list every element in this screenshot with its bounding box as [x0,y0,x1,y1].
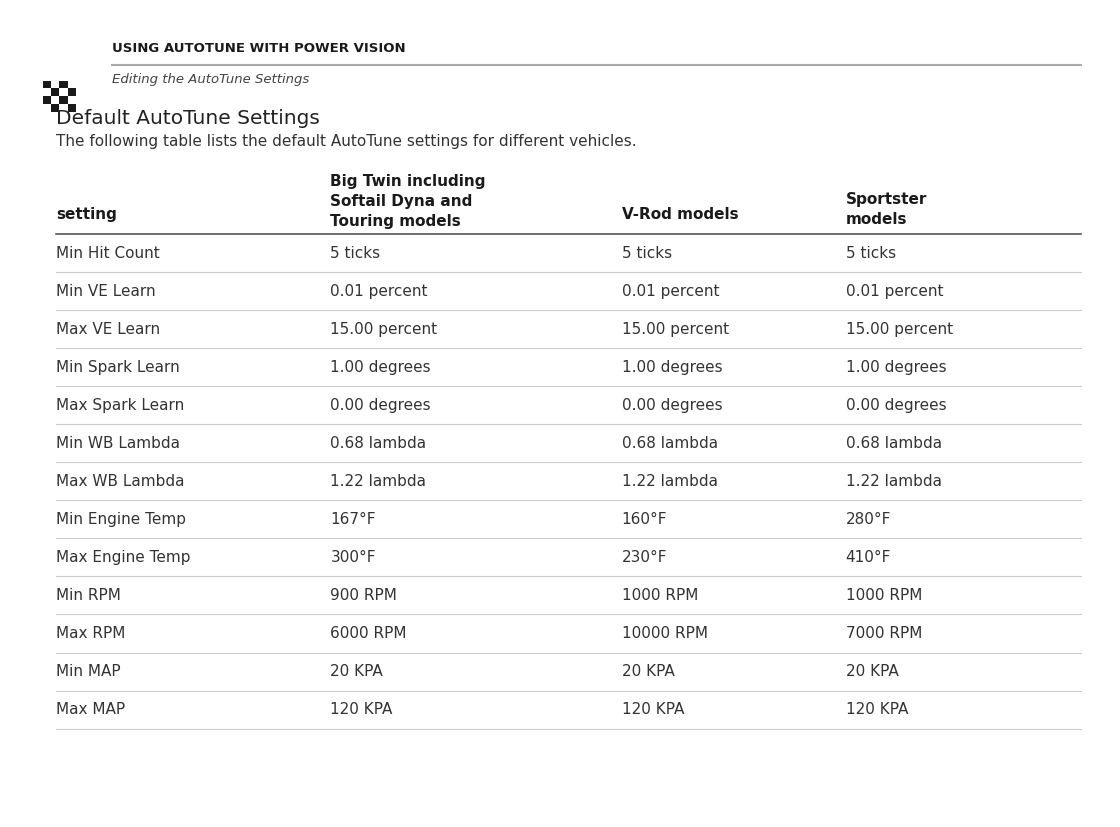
Text: 1.00 degrees: 1.00 degrees [330,360,431,375]
Text: USING AUTOTUNE WITH POWER VISION: USING AUTOTUNE WITH POWER VISION [112,41,405,55]
Text: Min MAP: Min MAP [56,664,121,679]
Text: 0.01 percent: 0.01 percent [330,284,428,299]
Text: 1.00 degrees: 1.00 degrees [846,360,946,375]
Text: Min Engine Temp: Min Engine Temp [56,512,186,527]
Text: Max Engine Temp: Max Engine Temp [56,550,190,565]
Text: 0.00 degrees: 0.00 degrees [330,398,431,413]
Text: Min WB Lambda: Min WB Lambda [56,436,180,451]
Text: 167°F: 167°F [330,512,376,527]
Text: 7000 RPM: 7000 RPM [846,626,922,641]
Text: 0.00 degrees: 0.00 degrees [622,398,722,413]
Text: 1.00 degrees: 1.00 degrees [622,360,722,375]
Text: 280°F: 280°F [846,512,892,527]
Text: 15.00 percent: 15.00 percent [622,322,729,337]
Text: 1.22 lambda: 1.22 lambda [846,474,942,489]
Text: Min RPM: Min RPM [56,588,121,603]
Text: 1.22 lambda: 1.22 lambda [330,474,427,489]
Text: Max Spark Learn: Max Spark Learn [56,398,185,413]
Text: Min Spark Learn: Min Spark Learn [56,360,179,375]
Text: 120 KPA: 120 KPA [846,702,908,717]
Text: 20 KPA: 20 KPA [622,664,674,679]
Text: 0.01 percent: 0.01 percent [846,284,943,299]
Text: 0.68 lambda: 0.68 lambda [846,436,942,451]
Text: 120 KPA: 120 KPA [622,702,684,717]
Text: 0.00 degrees: 0.00 degrees [846,398,946,413]
Text: 900 RPM: 900 RPM [330,588,398,603]
Text: 160°F: 160°F [622,512,668,527]
Text: 0.68 lambda: 0.68 lambda [330,436,427,451]
Text: 0.01 percent: 0.01 percent [622,284,719,299]
Text: 6000 RPM: 6000 RPM [330,626,407,641]
Text: setting: setting [56,207,116,222]
Text: Min VE Learn: Min VE Learn [56,284,156,299]
Text: 410°F: 410°F [846,550,892,565]
Text: 20 KPA: 20 KPA [846,664,898,679]
Text: 300°F: 300°F [330,550,376,565]
Text: 0.68 lambda: 0.68 lambda [622,436,718,451]
Text: 5 ticks: 5 ticks [622,246,672,261]
Text: 1000 RPM: 1000 RPM [846,588,922,603]
Text: 20 KPA: 20 KPA [330,664,383,679]
Text: The following table lists the default AutoTune settings for different vehicles.: The following table lists the default Au… [56,134,636,149]
Text: Max RPM: Max RPM [56,626,125,641]
Text: Max WB Lambda: Max WB Lambda [56,474,185,489]
Text: V-Rod models: V-Rod models [622,207,738,222]
Text: Sportster
models: Sportster models [846,192,927,227]
Text: 15.00 percent: 15.00 percent [330,322,438,337]
Text: Editing the AutoTune Settings: Editing the AutoTune Settings [112,73,309,86]
Text: 120 KPA: 120 KPA [330,702,393,717]
Text: Max VE Learn: Max VE Learn [56,322,160,337]
Text: 5 ticks: 5 ticks [330,246,381,261]
Text: 5 ticks: 5 ticks [846,246,896,261]
Text: 1.22 lambda: 1.22 lambda [622,474,718,489]
Text: 10000 RPM: 10000 RPM [622,626,708,641]
Text: 230°F: 230°F [622,550,668,565]
Text: Max MAP: Max MAP [56,702,125,717]
Text: Min Hit Count: Min Hit Count [56,246,160,261]
Text: 15.00 percent: 15.00 percent [846,322,953,337]
Text: Big Twin including
Softail Dyna and
Touring models: Big Twin including Softail Dyna and Tour… [330,174,486,229]
Text: 1000 RPM: 1000 RPM [622,588,698,603]
Text: Default AutoTune Settings: Default AutoTune Settings [56,109,320,128]
